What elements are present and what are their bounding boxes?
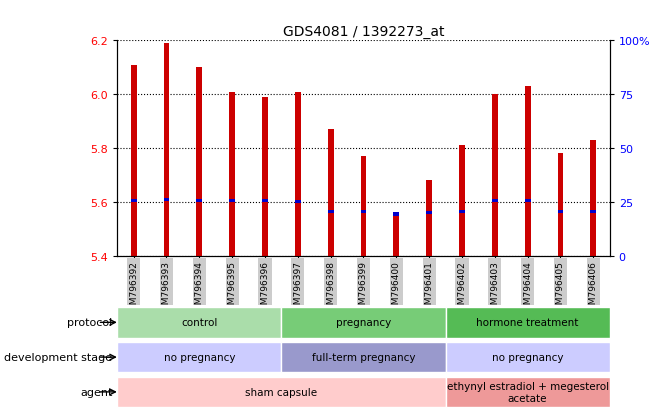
Bar (295, 93, 301, 256)
Bar (393, 216, 399, 256)
Text: no pregnancy: no pregnancy (492, 352, 563, 362)
Text: sham capsule: sham capsule (245, 387, 318, 397)
Bar (446, 342, 610, 373)
Bar (196, 68, 202, 256)
Bar (393, 213, 399, 216)
Text: development stage: development stage (4, 352, 113, 362)
Text: pregnancy: pregnancy (336, 318, 391, 328)
Bar (229, 199, 235, 203)
Bar (117, 377, 446, 407)
Bar (459, 210, 465, 214)
Bar (557, 154, 563, 256)
Bar (590, 141, 596, 256)
Bar (196, 199, 202, 203)
Bar (492, 199, 498, 203)
Bar (117, 342, 281, 373)
Bar (557, 210, 563, 214)
Bar (131, 65, 137, 256)
Text: no pregnancy: no pregnancy (163, 352, 235, 362)
Bar (295, 201, 301, 204)
Bar (117, 307, 281, 338)
Text: full-term pregnancy: full-term pregnancy (312, 352, 415, 362)
Bar (446, 377, 610, 407)
Bar (131, 199, 137, 203)
Bar (281, 307, 446, 338)
Text: agent: agent (80, 387, 113, 397)
Bar (459, 146, 465, 256)
Bar (426, 181, 432, 256)
Bar (328, 130, 334, 256)
Bar (262, 199, 268, 203)
Bar (163, 198, 170, 201)
Text: ethynyl estradiol + megesterol
acetate: ethynyl estradiol + megesterol acetate (447, 381, 608, 403)
Bar (229, 93, 235, 256)
Text: protocol: protocol (67, 318, 113, 328)
Bar (525, 199, 531, 203)
Text: hormone treatment: hormone treatment (476, 318, 579, 328)
Bar (360, 210, 366, 214)
Bar (281, 342, 446, 373)
Bar (446, 307, 610, 338)
Bar (262, 98, 268, 256)
Bar (163, 44, 170, 256)
Bar (590, 210, 596, 214)
Bar (426, 211, 432, 215)
Title: GDS4081 / 1392273_at: GDS4081 / 1392273_at (283, 25, 444, 39)
Text: control: control (181, 318, 218, 328)
Bar (360, 157, 366, 256)
Bar (525, 87, 531, 256)
Bar (492, 95, 498, 256)
Bar (328, 210, 334, 214)
